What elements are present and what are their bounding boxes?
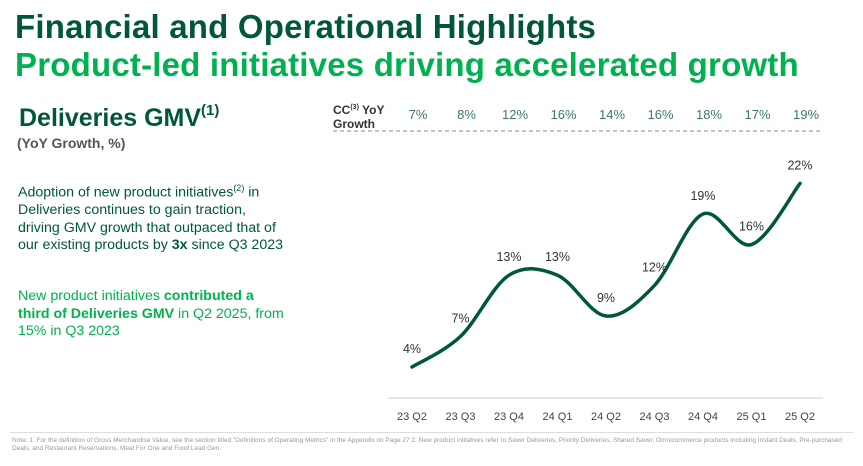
body-paragraph-2: New product initiatives contributed a th…	[18, 288, 284, 339]
data-label: 12%	[642, 260, 667, 274]
cc-growth-label: 16%	[647, 107, 673, 122]
page-subtitle: Product-led initiatives driving accelera…	[15, 46, 799, 83]
x-tick-label: 25 Q1	[737, 411, 767, 423]
cc-growth-label: 18%	[696, 107, 722, 122]
data-label: 19%	[690, 189, 715, 203]
page-title: Financial and Operational Highlights	[15, 8, 597, 45]
cc-growth-label: 14%	[599, 107, 625, 122]
cc-growth-label: 7%	[409, 107, 428, 122]
data-label: 16%	[739, 220, 764, 234]
x-tick-label: 24 Q4	[688, 411, 718, 423]
x-tick-label: 24 Q3	[640, 411, 670, 423]
x-tick-label: 24 Q2	[591, 411, 621, 423]
data-label: 13%	[496, 250, 521, 264]
footnote-divider	[10, 432, 853, 433]
data-label: 13%	[545, 250, 570, 264]
x-tick-label: 23 Q3	[446, 411, 476, 423]
cc-growth-label: 8%	[457, 107, 476, 122]
cc-row-label: CC(3) YoY Growth	[333, 103, 385, 131]
data-label: 4%	[403, 342, 421, 356]
data-label: 22%	[787, 158, 812, 172]
x-tick-label: 24 Q1	[543, 411, 573, 423]
growth-line	[410, 181, 802, 369]
section-title: Deliveries GMV(1)	[19, 102, 220, 133]
cc-growth-label: 16%	[550, 107, 576, 122]
section-subtitle: (YoY Growth, %)	[17, 135, 126, 151]
footnote-ref: (1)	[201, 102, 220, 119]
body-paragraph-1: Adoption of new product initiatives(2) i…	[18, 183, 283, 254]
cc-growth-label: 12%	[502, 107, 528, 122]
x-tick-label: 23 Q2	[397, 411, 427, 423]
cc-growth-label: 19%	[793, 107, 819, 122]
data-label: 9%	[597, 291, 615, 305]
data-label: 7%	[451, 311, 469, 325]
cc-growth-label: 17%	[744, 107, 770, 122]
footnote: Note: 1. For the definition of Gross Mer…	[12, 437, 843, 452]
section-title-text: Deliveries GMV	[19, 104, 202, 132]
x-tick-label: 23 Q4	[494, 411, 524, 423]
x-tick-label: 25 Q2	[785, 411, 815, 423]
